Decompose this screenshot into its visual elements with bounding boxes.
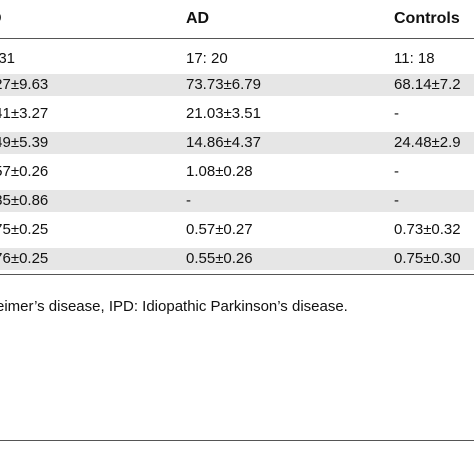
- table-cell: .75±0.25: [0, 221, 49, 238]
- table-row: .41±3.27 21.03±3.51 -: [0, 103, 474, 125]
- table-cell: 21.03±3.51: [186, 105, 261, 122]
- table-cell: 1.08±0.28: [186, 163, 253, 180]
- header-cell-group-1: D: [0, 8, 2, 30]
- table-cell: -: [186, 192, 191, 209]
- table-row: : 31 17: 20 11: 18: [0, 48, 474, 70]
- table-cell: -: [394, 105, 399, 122]
- table-cell: 0.55±0.26: [186, 250, 253, 267]
- table-row: .57±0.26 1.08±0.28 -: [0, 161, 474, 183]
- table-row: .27±9.63 73.73±6.79 68.14±7.2: [0, 74, 474, 96]
- table-cell: .57±0.26: [0, 163, 49, 180]
- table-cell: 24.48±2.9: [394, 134, 461, 151]
- table-cell: -: [394, 163, 399, 180]
- table-row: .49±5.39 14.86±4.37 24.48±2.9: [0, 132, 474, 154]
- footer-rule: [0, 440, 474, 441]
- table-cell: .76±0.25: [0, 250, 49, 267]
- table-cell: : 31: [0, 50, 16, 67]
- table-cell: 11: 18: [394, 50, 435, 67]
- table-bottom-rule: [0, 274, 474, 275]
- table-row: .85±0.86 - -: [0, 190, 474, 212]
- table-row: .76±0.25 0.55±0.26 0.75±0.30: [0, 248, 474, 270]
- table-cell: 14.86±4.37: [186, 134, 261, 151]
- table-cell: .85±0.86: [0, 192, 49, 209]
- header-cell-controls: Controls: [394, 10, 460, 27]
- header-divider: [0, 38, 474, 39]
- table-cell: .41±3.27: [0, 105, 49, 122]
- table-cell: 73.73±6.79: [186, 76, 261, 93]
- table-cell: 0.57±0.27: [186, 221, 253, 238]
- table-cell: .27±9.63: [0, 76, 49, 93]
- table-row: .75±0.25 0.57±0.27 0.73±0.32: [0, 219, 474, 241]
- table-cell: 0.75±0.30: [394, 250, 461, 267]
- table-cell: 68.14±7.2: [394, 76, 461, 93]
- table-cell: 0.73±0.32: [394, 221, 461, 238]
- table-cell: -: [394, 192, 399, 209]
- table-footnote: eimer’s disease, IPD: Idiopathic Parkins…: [0, 298, 348, 315]
- table-cell: 17: 20: [186, 50, 228, 67]
- table-cell: .49±5.39: [0, 134, 49, 151]
- header-cell-ad: AD: [186, 10, 210, 27]
